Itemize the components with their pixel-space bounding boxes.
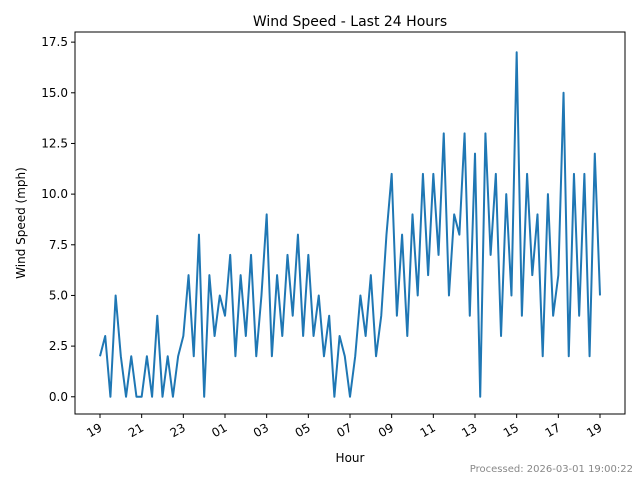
y-tick-label: 2.5 — [49, 339, 68, 353]
x-tick-label: 13 — [459, 420, 479, 440]
y-tick-label: 5.0 — [49, 288, 68, 302]
y-axis-label: Wind Speed (mph) — [14, 167, 28, 279]
y-tick-label: 10.0 — [41, 187, 68, 201]
plot-frame — [74, 31, 626, 415]
y-tick-label: 0.0 — [49, 390, 68, 404]
x-tick-label: 01 — [209, 420, 229, 440]
x-tick-label: 05 — [293, 420, 313, 440]
x-tick-label: 21 — [126, 420, 146, 440]
x-tick-label: 15 — [501, 420, 521, 440]
x-tick-label: 07 — [334, 420, 354, 440]
x-tick-label: 23 — [168, 420, 188, 440]
x-tick-label: 09 — [376, 420, 396, 440]
x-axis-label: Hour — [336, 451, 365, 465]
footer: Processed: 2026-03-01 19:00:22 — [470, 464, 633, 475]
y-tick-label: 12.5 — [41, 136, 68, 150]
y-tick-label: 7.5 — [49, 238, 68, 252]
x-tick-label: 19 — [584, 420, 604, 440]
x-tick-label: 11 — [418, 420, 438, 440]
wind-line — [99, 51, 601, 398]
y-tick-label: 15.0 — [41, 86, 68, 100]
x-tick-label: 03 — [251, 420, 271, 440]
x-tick-label: 17 — [543, 420, 563, 440]
y-tick-label: 17.5 — [41, 35, 68, 49]
x-tick-label: 19 — [84, 420, 104, 440]
chart-title: Wind Speed - Last 24 Hours — [253, 14, 447, 30]
